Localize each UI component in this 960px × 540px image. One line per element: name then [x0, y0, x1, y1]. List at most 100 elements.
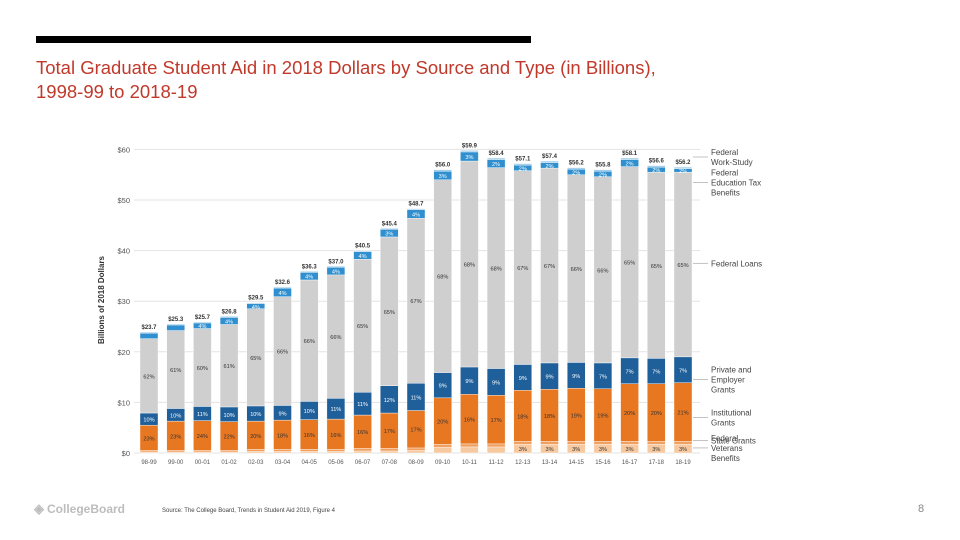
x-tick-label: 15-16	[595, 460, 611, 466]
x-tick-label: 04-05	[302, 460, 318, 466]
data-label-tax_benefits: 4%	[359, 254, 367, 260]
bar-segment-state_grants	[567, 441, 586, 445]
bar-total-label: $59.9	[462, 143, 478, 149]
data-label-federal_loans: 65%	[250, 356, 261, 362]
bar-segment-tax_benefits	[166, 324, 185, 331]
bar-segment-work_study	[513, 163, 532, 166]
bar-segment-work_study	[380, 228, 399, 230]
bar-segment-state_grants	[326, 449, 346, 452]
x-tick-label: 09-10	[435, 460, 451, 466]
y-tick-label: $0	[122, 449, 130, 458]
data-label-institutional: 20%	[437, 420, 448, 426]
data-label-tax_benefits: 2%	[599, 172, 607, 178]
bar-segment-work_study	[567, 167, 586, 170]
bar-segment-veterans	[300, 451, 319, 454]
x-tick-label: 03-04	[275, 460, 291, 466]
bar-segment-state_grants	[139, 450, 159, 453]
data-label-federal_loans: 66%	[571, 267, 582, 273]
data-label-private_grants: 11%	[357, 402, 368, 408]
bar-segment-state_grants	[486, 443, 506, 448]
data-label-tax_benefits: 3%	[385, 232, 393, 238]
bar-segment-work_study	[219, 316, 239, 318]
bar-segment-state_grants	[460, 443, 479, 448]
bar-segment-state_grants	[193, 450, 212, 453]
data-label-federal_loans: 61%	[170, 368, 181, 374]
data-label-private_grants: 9%	[572, 374, 580, 380]
legend-label: Veterans	[711, 444, 743, 453]
bar-segment-work_study	[486, 157, 506, 160]
bar-segment-state_grants	[673, 441, 693, 445]
bar-segment-work_study	[540, 160, 559, 163]
data-label-institutional: 16%	[464, 418, 475, 424]
source-note: Source: The College Board, Trends in Stu…	[162, 508, 335, 514]
data-label-federal_loans: 66%	[304, 339, 315, 345]
slide-title-line-1: Total Graduate Student Aid in 2018 Dolla…	[36, 57, 656, 78]
data-label-institutional: 20%	[624, 411, 635, 417]
bar-total-label: $26.8	[222, 309, 238, 315]
data-label-tax_benefits: 4%	[198, 324, 206, 330]
bar-segment-veterans	[353, 450, 372, 454]
bar-segment-state_grants	[353, 448, 372, 452]
data-label-tax_benefits: 2%	[519, 166, 527, 172]
data-label-institutional: 16%	[304, 433, 315, 439]
data-label-institutional: 18%	[277, 433, 288, 439]
bar-segment-work_study	[246, 302, 266, 304]
data-label-institutional: 23%	[170, 434, 181, 440]
data-label-institutional: 20%	[651, 411, 662, 417]
data-label-veterans: 3%	[599, 447, 607, 453]
x-tick-label: 18-19	[675, 460, 691, 466]
bar-total-label: $58.4	[489, 151, 505, 157]
data-label-federal_loans: 68%	[490, 267, 501, 273]
bar-segment-work_study	[647, 165, 666, 168]
bar-segment-state_grants	[166, 450, 185, 453]
bar-segment-state_grants	[406, 447, 426, 451]
bar-segment-work_study	[620, 157, 639, 160]
x-tick-label: 00-01	[195, 460, 211, 466]
data-label-federal_loans: 68%	[464, 263, 475, 269]
data-label-private_grants: 10%	[223, 413, 234, 419]
bar-segment-work_study	[433, 169, 452, 172]
legend-label: State Grants	[711, 436, 756, 445]
bar-segment-work_study	[300, 271, 319, 273]
data-label-tax_benefits: 4%	[278, 291, 286, 297]
data-label-private_grants: 11%	[411, 395, 422, 401]
data-label-institutional: 23%	[143, 436, 154, 442]
data-label-veterans: 3%	[679, 447, 687, 453]
data-label-institutional: 19%	[597, 414, 608, 420]
data-label-institutional: 19%	[571, 413, 582, 419]
data-label-institutional: 16%	[357, 430, 368, 436]
data-label-federal_loans: 67%	[517, 266, 528, 272]
data-label-tax_benefits: 4%	[225, 319, 233, 325]
data-label-tax_benefits: 3%	[465, 155, 473, 161]
x-tick-label: 17-18	[649, 460, 665, 466]
data-label-private_grants: 10%	[143, 418, 154, 424]
data-label-tax_benefits: 2%	[652, 168, 660, 174]
bar-total-label: $57.1	[515, 157, 531, 163]
data-label-federal_loans: 67%	[410, 299, 421, 305]
x-tick-label: 10-11	[462, 460, 478, 466]
legend-label: Work-Study	[711, 158, 753, 167]
data-label-institutional: 20%	[250, 434, 261, 440]
data-label-institutional: 16%	[330, 433, 341, 439]
data-label-tax_benefits: 2%	[679, 169, 687, 175]
data-label-institutional: 22%	[223, 435, 234, 441]
bar-segment-state_grants	[593, 441, 613, 445]
bar-total-label: $56.2	[569, 161, 585, 167]
bar-total-label: $40.5	[355, 244, 371, 250]
legend-label: Institutional	[711, 409, 752, 418]
slide-title: Total Graduate Student Aid in 2018 Dolla…	[36, 56, 916, 104]
legend-label: Federal	[711, 434, 738, 443]
data-label-federal_loans: 61%	[223, 364, 234, 370]
y-tick-label: $40	[117, 247, 130, 256]
data-label-institutional: 18%	[517, 414, 528, 420]
bar-total-label: $57.4	[542, 154, 558, 160]
data-label-federal_loans: 65%	[624, 261, 635, 267]
bar-segment-veterans	[460, 446, 479, 454]
data-label-federal_loans: 67%	[544, 264, 555, 270]
data-label-tax_benefits: 4%	[412, 212, 420, 218]
bar-total-label: $29.5	[248, 296, 264, 302]
data-label-private_grants: 9%	[465, 379, 473, 385]
bar-total-label: $23.7	[141, 325, 157, 331]
y-tick-label: $60	[117, 145, 130, 154]
bar-total-label: $58.1	[622, 151, 638, 157]
